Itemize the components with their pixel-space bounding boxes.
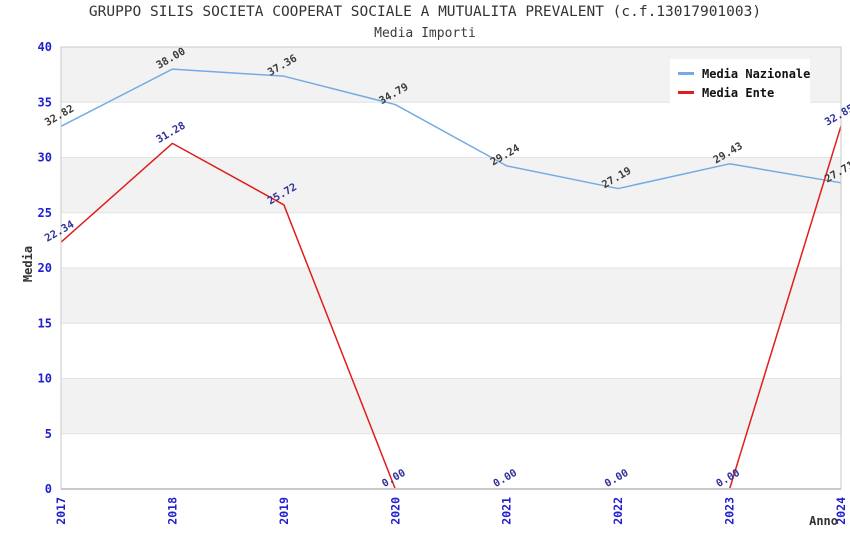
legend-label: Media Ente [702, 85, 775, 100]
legend-item-media-nazionale: Media Nazionale [678, 64, 810, 83]
x-axis-label: Anno [809, 514, 838, 528]
plot-band [61, 323, 841, 379]
plot-band [61, 378, 841, 434]
x-tick-label: 2019 [277, 497, 291, 525]
x-tick-label: 2022 [611, 497, 625, 525]
y-tick-label: 20 [38, 261, 52, 275]
plot-band [61, 268, 841, 324]
y-tick-label: 25 [38, 206, 52, 220]
plot-border [60, 46, 842, 490]
y-tick-label: 15 [38, 316, 52, 330]
y-tick-label: 35 [38, 95, 52, 109]
y-tick-label: 40 [38, 40, 52, 54]
y-tick-label: 0 [45, 482, 52, 496]
y-tick-label: 30 [38, 151, 52, 165]
y-tick-label: 10 [38, 372, 52, 386]
series-line-media-nazionale [60, 68, 842, 190]
plot-band [61, 433, 841, 489]
line-swatch-icon [678, 91, 694, 94]
legend-item-media-ente: Media Ente [678, 83, 810, 102]
x-tick-label: 2018 [165, 497, 179, 525]
x-tick-label: 2020 [388, 497, 402, 525]
y-axis-label: Media [21, 245, 35, 283]
plot-band [61, 157, 841, 213]
legend: Media Nazionale Media Ente [670, 59, 810, 107]
plot-band [61, 102, 841, 158]
x-tick-label: 2023 [723, 497, 737, 525]
chart-title: GRUPPO SILIS SOCIETA COOPERAT SOCIALE A … [88, 4, 762, 20]
y-tick-label: 5 [45, 427, 52, 441]
chart-subtitle: Media Importi [374, 26, 476, 41]
plot-band [61, 212, 841, 268]
line-swatch-icon [678, 72, 694, 75]
x-tick-label: 2017 [54, 497, 68, 525]
x-tick-label: 2024 [834, 497, 848, 525]
legend-label: Media Nazionale [702, 66, 811, 81]
x-tick-label: 2021 [500, 497, 514, 525]
